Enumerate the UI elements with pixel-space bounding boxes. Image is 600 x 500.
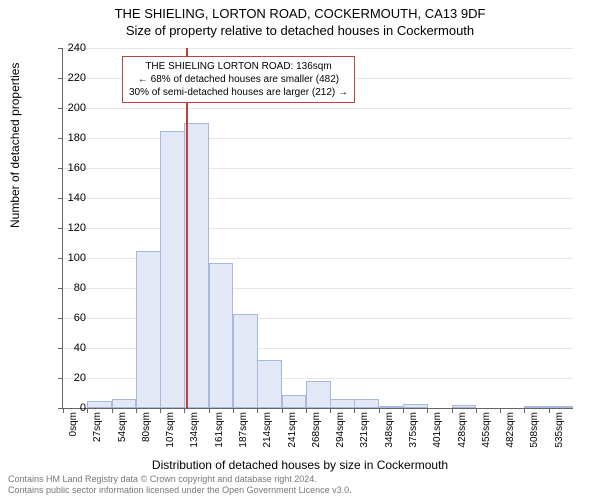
xtick-mark	[282, 408, 283, 413]
ytick-label: 40	[56, 342, 86, 354]
ytick-label: 160	[56, 162, 86, 174]
ytick-label: 80	[56, 282, 86, 294]
histogram-bar	[257, 360, 282, 408]
y-axis-label: Number of detached properties	[8, 63, 22, 228]
xtick-label: 321sqm	[359, 412, 370, 456]
title-line-2: Size of property relative to detached ho…	[0, 23, 600, 40]
histogram-bar	[209, 263, 234, 409]
ytick-label: 200	[56, 102, 86, 114]
xtick-mark	[87, 408, 88, 413]
xtick-label: 482sqm	[505, 412, 516, 456]
ytick-label: 60	[56, 312, 86, 324]
xtick-mark	[330, 408, 331, 413]
annotation-line-2: ← 68% of detached houses are smaller (48…	[129, 73, 348, 86]
xtick-mark	[257, 408, 258, 413]
ytick-label: 20	[56, 372, 86, 384]
annotation-line-1: THE SHIELING LORTON ROAD: 136sqm	[129, 60, 348, 73]
xtick-label: 401sqm	[432, 412, 443, 456]
annotation-line-3: 30% of semi-detached houses are larger (…	[129, 86, 348, 99]
xtick-label: 375sqm	[408, 412, 419, 456]
histogram-bar	[452, 405, 477, 408]
chart-container: THE SHIELING, LORTON ROAD, COCKERMOUTH, …	[0, 0, 600, 500]
histogram-bar	[330, 399, 355, 408]
xtick-mark	[112, 408, 113, 413]
histogram-bar	[306, 381, 331, 408]
histogram-bar	[282, 395, 307, 409]
xtick-mark	[209, 408, 210, 413]
xtick-label: 0sqm	[68, 412, 79, 456]
annotation-box: THE SHIELING LORTON ROAD: 136sqm ← 68% o…	[122, 56, 355, 103]
title-block: THE SHIELING, LORTON ROAD, COCKERMOUTH, …	[0, 0, 600, 40]
histogram-bar	[160, 131, 185, 409]
ytick-label: 140	[56, 192, 86, 204]
xtick-mark	[549, 408, 550, 413]
xtick-label: 268sqm	[311, 412, 322, 456]
xtick-label: 428sqm	[457, 412, 468, 456]
xtick-label: 134sqm	[189, 412, 200, 456]
xtick-mark	[354, 408, 355, 413]
xtick-label: 161sqm	[214, 412, 225, 456]
histogram-bar	[354, 399, 379, 408]
histogram-bar	[136, 251, 161, 409]
xtick-label: 214sqm	[262, 412, 273, 456]
xtick-label: 107sqm	[165, 412, 176, 456]
footer-attribution: Contains HM Land Registry data © Crown c…	[8, 474, 352, 496]
xtick-label: 294sqm	[335, 412, 346, 456]
xtick-label: 348sqm	[384, 412, 395, 456]
histogram-bar	[87, 401, 112, 409]
xtick-mark	[160, 408, 161, 413]
histogram-bar	[233, 314, 258, 409]
title-line-1: THE SHIELING, LORTON ROAD, COCKERMOUTH, …	[0, 6, 600, 23]
xtick-mark	[476, 408, 477, 413]
footer-line-1: Contains HM Land Registry data © Crown c…	[8, 474, 352, 485]
histogram-bar	[524, 406, 549, 408]
ytick-label: 180	[56, 132, 86, 144]
xtick-label: 455sqm	[481, 412, 492, 456]
histogram-bar	[184, 123, 209, 408]
xtick-mark	[427, 408, 428, 413]
xtick-label: 241sqm	[287, 412, 298, 456]
xtick-label: 80sqm	[141, 412, 152, 456]
ytick-label: 100	[56, 252, 86, 264]
xtick-label: 187sqm	[238, 412, 249, 456]
histogram-bar	[112, 399, 137, 408]
xtick-mark	[379, 408, 380, 413]
xtick-mark	[403, 408, 404, 413]
ytick-label: 220	[56, 72, 86, 84]
histogram-bar	[379, 406, 404, 408]
xtick-mark	[306, 408, 307, 413]
xtick-mark	[500, 408, 501, 413]
xtick-mark	[136, 408, 137, 413]
xtick-mark	[452, 408, 453, 413]
histogram-bar	[403, 404, 428, 409]
histogram-bar	[549, 406, 574, 408]
footer-line-2: Contains public sector information licen…	[8, 485, 352, 496]
xtick-label: 27sqm	[92, 412, 103, 456]
xtick-label: 508sqm	[529, 412, 540, 456]
xtick-label: 535sqm	[554, 412, 565, 456]
ytick-label: 240	[56, 42, 86, 54]
x-axis-label: Distribution of detached houses by size …	[0, 458, 600, 472]
xtick-label: 54sqm	[117, 412, 128, 456]
xtick-mark	[184, 408, 185, 413]
ytick-label: 120	[56, 222, 86, 234]
xtick-mark	[524, 408, 525, 413]
xtick-mark	[233, 408, 234, 413]
